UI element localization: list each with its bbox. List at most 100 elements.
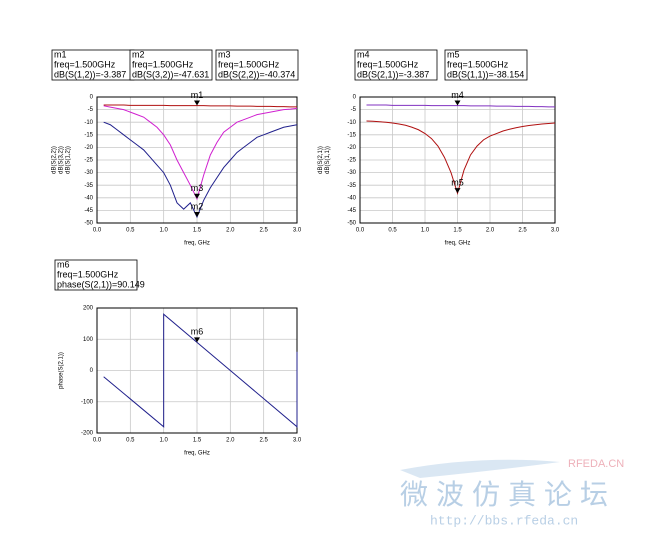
- marker-readout: dB(S(2,1))=-3.387: [357, 69, 429, 79]
- y-tick-label: 0: [90, 95, 94, 101]
- legend-entry: phase(S(2,1)): [59, 352, 65, 389]
- plot: 0.0 0.5 1.0 1.5 2.0 2.5 3.0 0 -5 -10 -15 -20 -25 -30 -…: [52, 49, 302, 246]
- y-tick-label: -45: [347, 208, 356, 214]
- marker-name: m2: [132, 49, 145, 59]
- x-tick-label: 3.0: [551, 228, 560, 234]
- marker-readout: dB(S(2,2))=-40.374: [218, 69, 295, 79]
- watermark-brand: RFEDA.CN: [568, 458, 624, 470]
- plot: 0.0 0.5 1.0 1.5 2.0 2.5 3.0 0 -5 -10 -15 -20 -25 -30 -…: [318, 49, 560, 246]
- marker-tag: m3: [191, 183, 204, 193]
- watermark-swoosh: [400, 459, 560, 478]
- marker-freq: freq=1.500GHz: [54, 59, 116, 69]
- marker-box: [215, 49, 299, 81]
- plot-frame: [359, 96, 556, 224]
- y-tick-label: 100: [83, 337, 94, 343]
- series-line: [103, 104, 297, 108]
- legend-entry: dB(S(1,1)): [325, 146, 331, 174]
- y-tick-label: -200: [81, 431, 94, 437]
- marker-freq: freq=1.500GHz: [132, 59, 194, 69]
- y-tick-label: -45: [84, 208, 93, 214]
- plot: 0.0 0.5 1.0 1.5 2.0 2.5 3.0 200 100 0 -100 -200 freq…: [54, 259, 302, 457]
- x-axis-label: freq, GHz: [445, 241, 471, 247]
- series-line: [103, 313, 298, 428]
- y-tick-label: -5: [88, 107, 94, 113]
- x-tick-label: 0.0: [93, 438, 102, 444]
- series-line: [103, 121, 298, 219]
- marker-readout: phase(S(2,1))=90.149: [57, 279, 145, 289]
- marker-triangle: [194, 100, 200, 106]
- marker-triangle: [194, 193, 200, 199]
- legend-entry: dB(S(3,2)): [59, 146, 65, 174]
- x-axis-label: freq, GHz: [184, 451, 210, 457]
- y-tick-label: -50: [84, 221, 93, 227]
- x-tick-label: 3.0: [293, 438, 302, 444]
- marker-name: m5: [447, 49, 460, 59]
- x-tick-label: 1.5: [193, 228, 202, 234]
- y-tick-label: -20: [84, 145, 93, 151]
- series-line: [103, 105, 298, 201]
- y-tick-label: -30: [347, 170, 356, 176]
- x-tick-label: 0.0: [356, 228, 365, 234]
- y-tick-label: 200: [83, 306, 94, 312]
- y-tick-label: -25: [84, 158, 93, 164]
- x-tick-label: 2.0: [226, 438, 235, 444]
- x-tick-label: 3.0: [293, 228, 302, 234]
- marker-triangle: [194, 337, 200, 343]
- marker-triangle: [454, 100, 461, 106]
- y-tick-label: -10: [84, 120, 93, 126]
- marker-freq: freq=1.500GHz: [218, 59, 280, 69]
- marker-triangle: [454, 188, 461, 194]
- watermark: RFEDA.CN 微波仿真论坛 http://bbs.rfeda.cn: [400, 458, 624, 528]
- y-tick-label: 0: [90, 368, 94, 374]
- y-tick-label: -40: [84, 195, 93, 201]
- marker-name: m1: [54, 49, 67, 59]
- y-tick-label: -25: [347, 158, 356, 164]
- x-tick-label: 0.5: [126, 228, 135, 234]
- marker-freq: freq=1.500GHz: [57, 269, 119, 279]
- marker-name: m3: [218, 49, 231, 59]
- x-tick-label: 0.0: [93, 228, 102, 234]
- y-tick-label: -10: [347, 120, 356, 126]
- x-tick-label: 2.0: [486, 228, 495, 234]
- marker-box: [129, 49, 213, 81]
- x-tick-label: 0.5: [126, 438, 135, 444]
- marker-freq: freq=1.500GHz: [447, 59, 509, 69]
- x-tick-label: 1.0: [421, 228, 430, 234]
- y-tick-label: -40: [347, 195, 356, 201]
- marker-box: [54, 259, 138, 291]
- y-tick-label: 0: [353, 95, 357, 101]
- marker-tag: m5: [451, 178, 464, 188]
- y-tick-label: -15: [84, 132, 93, 138]
- x-tick-label: 2.5: [259, 228, 268, 234]
- y-tick-label: -35: [347, 183, 356, 189]
- x-tick-label: 2.0: [226, 228, 235, 234]
- x-tick-label: 2.5: [518, 228, 527, 234]
- marker-readout: dB(S(1,2))=-3.387: [54, 69, 126, 79]
- y-tick-label: -30: [84, 170, 93, 176]
- x-tick-label: 1.0: [159, 228, 168, 234]
- marker-box: [51, 49, 135, 81]
- y-tick-label: -35: [84, 183, 93, 189]
- marker-triangle: [194, 212, 200, 218]
- x-tick-label: 1.5: [453, 228, 462, 234]
- marker-readout: dB(S(1,1))=-38.154: [447, 69, 524, 79]
- marker-tag: m2: [191, 201, 204, 211]
- marker-tag: m4: [451, 90, 464, 100]
- y-tick-label: -15: [347, 132, 356, 138]
- marker-readout: dB(S(3,2))=-47.631: [132, 69, 209, 79]
- y-tick-label: -20: [347, 145, 356, 151]
- plot-frame: [96, 96, 298, 224]
- x-tick-label: 0.5: [388, 228, 397, 234]
- legend-entry: dB(S(2,1)): [318, 146, 324, 174]
- marker-name: m6: [57, 259, 70, 269]
- watermark-url: http://bbs.rfeda.cn: [430, 513, 578, 528]
- marker-tag: m6: [191, 327, 204, 337]
- y-tick-label: -5: [351, 107, 357, 113]
- legend-entry: dB(S(2,2)): [52, 146, 58, 174]
- y-tick-label: -100: [81, 399, 94, 405]
- x-tick-label: 2.5: [259, 438, 268, 444]
- marker-box: [444, 49, 528, 81]
- x-tick-label: 1.5: [193, 438, 202, 444]
- marker-name: m4: [357, 49, 370, 59]
